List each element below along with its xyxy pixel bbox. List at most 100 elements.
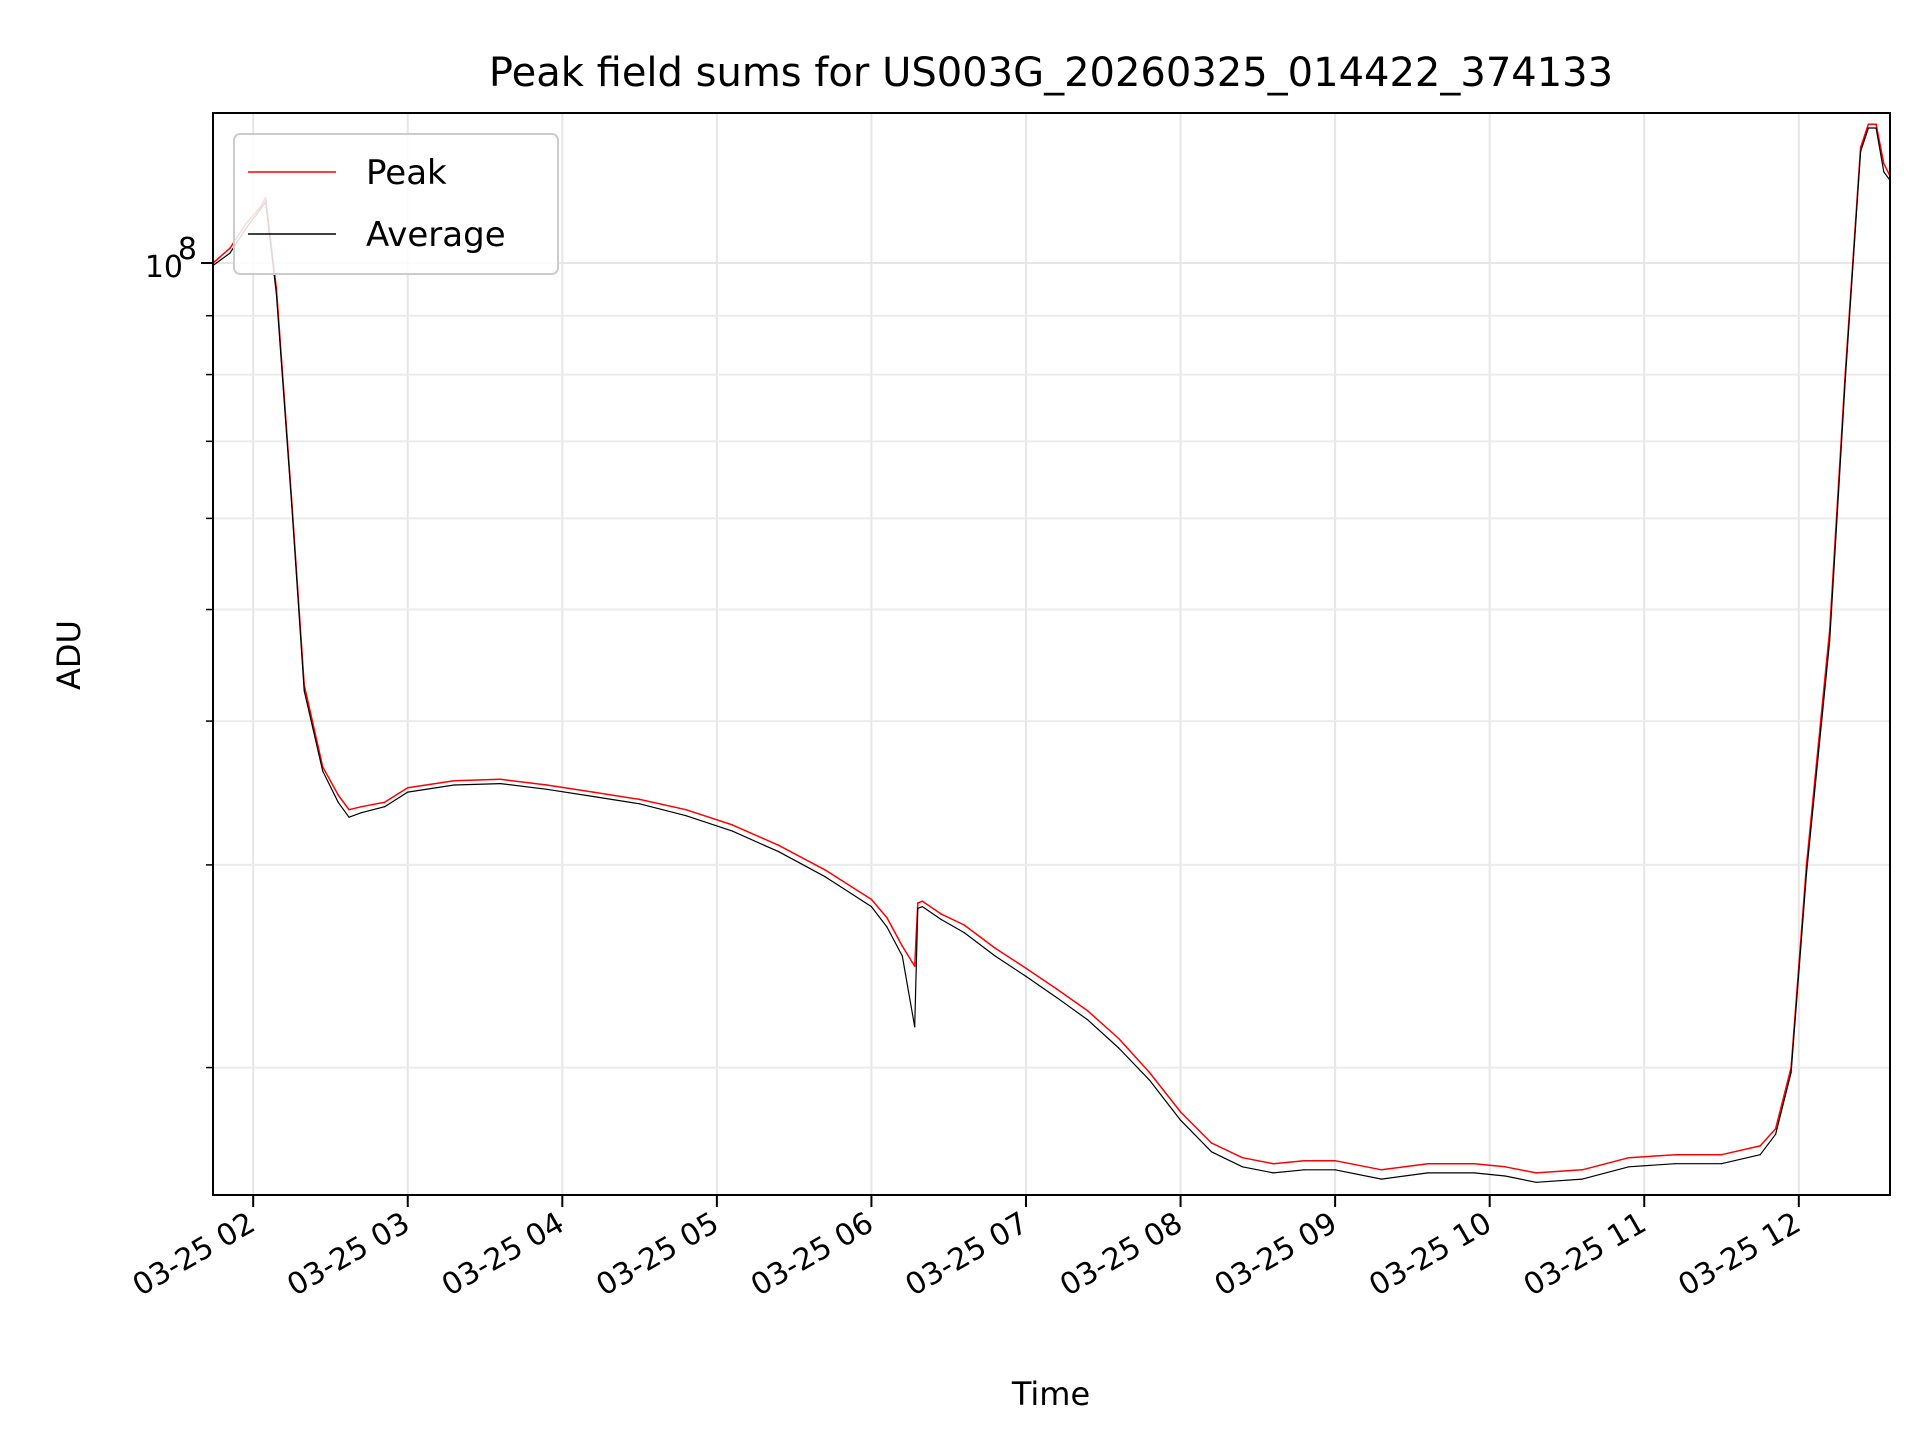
series-average-segment-59 (1859, 127, 1870, 153)
series-peak-segment-62 (1883, 162, 1891, 177)
series-average-segment-36 (1148, 1079, 1182, 1121)
legend-label-peak: Peak (366, 153, 447, 193)
series-layer (212, 123, 1891, 1183)
series-average-segment-40 (1272, 1169, 1305, 1174)
series-average-segment-52 (1759, 1133, 1777, 1156)
series-average-segment-7 (303, 690, 324, 772)
series-peak-segment-23 (870, 898, 888, 919)
series-peak-segment-42 (1334, 1159, 1383, 1171)
series-average-segment-11 (360, 806, 386, 814)
series-peak-segment-59 (1859, 123, 1870, 149)
x-axis-label: Time (1011, 1375, 1090, 1413)
series-average-segment-30 (963, 931, 996, 957)
series-average-segment-39 (1241, 1166, 1274, 1174)
series-average-segment-48 (1581, 1166, 1630, 1180)
series-average-segment-5 (275, 293, 293, 507)
series-average-segment-27 (917, 905, 924, 910)
series-average-segment-26 (914, 907, 919, 1028)
series-peak-segment-20 (731, 824, 780, 847)
series-average-segment-54 (1790, 872, 1808, 1074)
series-peak-segment-32 (1025, 967, 1058, 990)
plot-frame (212, 112, 1891, 1196)
series-average-segment-16 (546, 788, 594, 798)
series-peak-segment-51 (1720, 1145, 1761, 1156)
series-peak-segment-46 (1504, 1166, 1537, 1174)
series-average-segment-46 (1504, 1175, 1537, 1183)
series-average-segment-32 (1025, 975, 1058, 999)
series-average-segment-17 (592, 795, 641, 805)
series-peak-segment-55 (1805, 629, 1831, 866)
series-average-segment-22 (824, 876, 873, 908)
series-peak-segment-12 (383, 787, 409, 804)
y-axis-label: ADU (50, 620, 88, 690)
series-peak-segment-11 (360, 801, 386, 808)
series-average-segment-31 (994, 955, 1027, 978)
series-peak-segment-39 (1241, 1156, 1275, 1165)
series-average-segment-9 (337, 801, 350, 818)
series-average-segment-38 (1210, 1151, 1244, 1168)
series-peak-segment-33 (1056, 988, 1089, 1012)
y-tick-label-exponent: 8 (178, 232, 197, 267)
series-peak-segment-45 (1473, 1162, 1506, 1168)
series-peak-segment-9 (337, 794, 350, 811)
series-average-segment-33 (1056, 997, 1089, 1021)
series-average-segment-45 (1473, 1172, 1506, 1177)
series-average-segment-61 (1875, 127, 1885, 173)
series-peak-segment-49 (1628, 1153, 1676, 1159)
series-peak-segment-17 (592, 791, 641, 801)
series-peak-segment-18 (638, 798, 687, 811)
chart-title: Peak field sums for US003G_20260325_0144… (489, 50, 1613, 96)
series-average-segment-43 (1380, 1172, 1429, 1180)
series-peak-segment-8 (321, 766, 339, 796)
series-average-segment-53 (1774, 1071, 1792, 1135)
series-average (212, 127, 1891, 1183)
series-peak-segment-28 (921, 900, 942, 915)
series-average-segment-35 (1118, 1047, 1151, 1081)
series-peak-segment-19 (685, 808, 734, 826)
series-peak-segment-22 (824, 869, 873, 901)
series-peak-segment-29 (940, 913, 965, 926)
legend-label-average: Average (366, 215, 506, 255)
series-average-segment-62 (1883, 171, 1891, 181)
series-average-segment-42 (1334, 1169, 1383, 1180)
series-peak-segment-40 (1272, 1159, 1305, 1165)
series-peak-segment-52 (1759, 1127, 1777, 1147)
grid (213, 113, 1890, 1195)
y-tick-label-base: 10 (145, 250, 183, 285)
series-peak-segment-37 (1179, 1111, 1213, 1144)
series-peak-segment-43 (1380, 1162, 1429, 1171)
series-average-segment-56 (1829, 380, 1846, 642)
series-average-segment-19 (685, 815, 733, 832)
series-average-segment-51 (1720, 1154, 1761, 1165)
series-peak-segment-53 (1774, 1066, 1792, 1130)
series-peak-segment-16 (546, 784, 594, 793)
series-peak-segment-36 (1148, 1071, 1182, 1113)
series-peak-segment-24 (886, 916, 904, 947)
series-peak-segment-10 (348, 805, 363, 811)
series-peak-segment-25 (901, 945, 916, 967)
series-average-segment-21 (778, 851, 826, 878)
series-peak-segment-35 (1117, 1037, 1151, 1074)
series-average-segment-10 (348, 812, 362, 818)
series-average-segment-34 (1087, 1019, 1120, 1049)
series-average-segment-0 (212, 252, 231, 267)
series-average-segment-37 (1179, 1119, 1213, 1153)
series-peak-segment-48 (1581, 1156, 1630, 1171)
series-average-segment-58 (1856, 150, 1862, 199)
series-average-segment-20 (731, 830, 780, 853)
series-peak-segment-31 (994, 947, 1027, 969)
series-peak-segment-61 (1875, 123, 1885, 165)
series-peak-segment-0 (212, 247, 231, 264)
series-peak-segment-13 (406, 779, 455, 789)
legend: Peak Average (233, 133, 559, 275)
series-average-segment-15 (499, 782, 548, 790)
series-average-segment-24 (886, 926, 903, 957)
series-average-segment-23 (870, 905, 888, 928)
plot-area-background (213, 113, 1890, 1195)
series-peak-segment-38 (1210, 1142, 1244, 1159)
series-average-segment-6 (291, 505, 305, 692)
series-average-segment-28 (921, 905, 942, 921)
series-peak-segment-30 (963, 924, 996, 949)
series-average-segment-12 (384, 791, 409, 808)
series-peak-segment-34 (1087, 1010, 1120, 1040)
